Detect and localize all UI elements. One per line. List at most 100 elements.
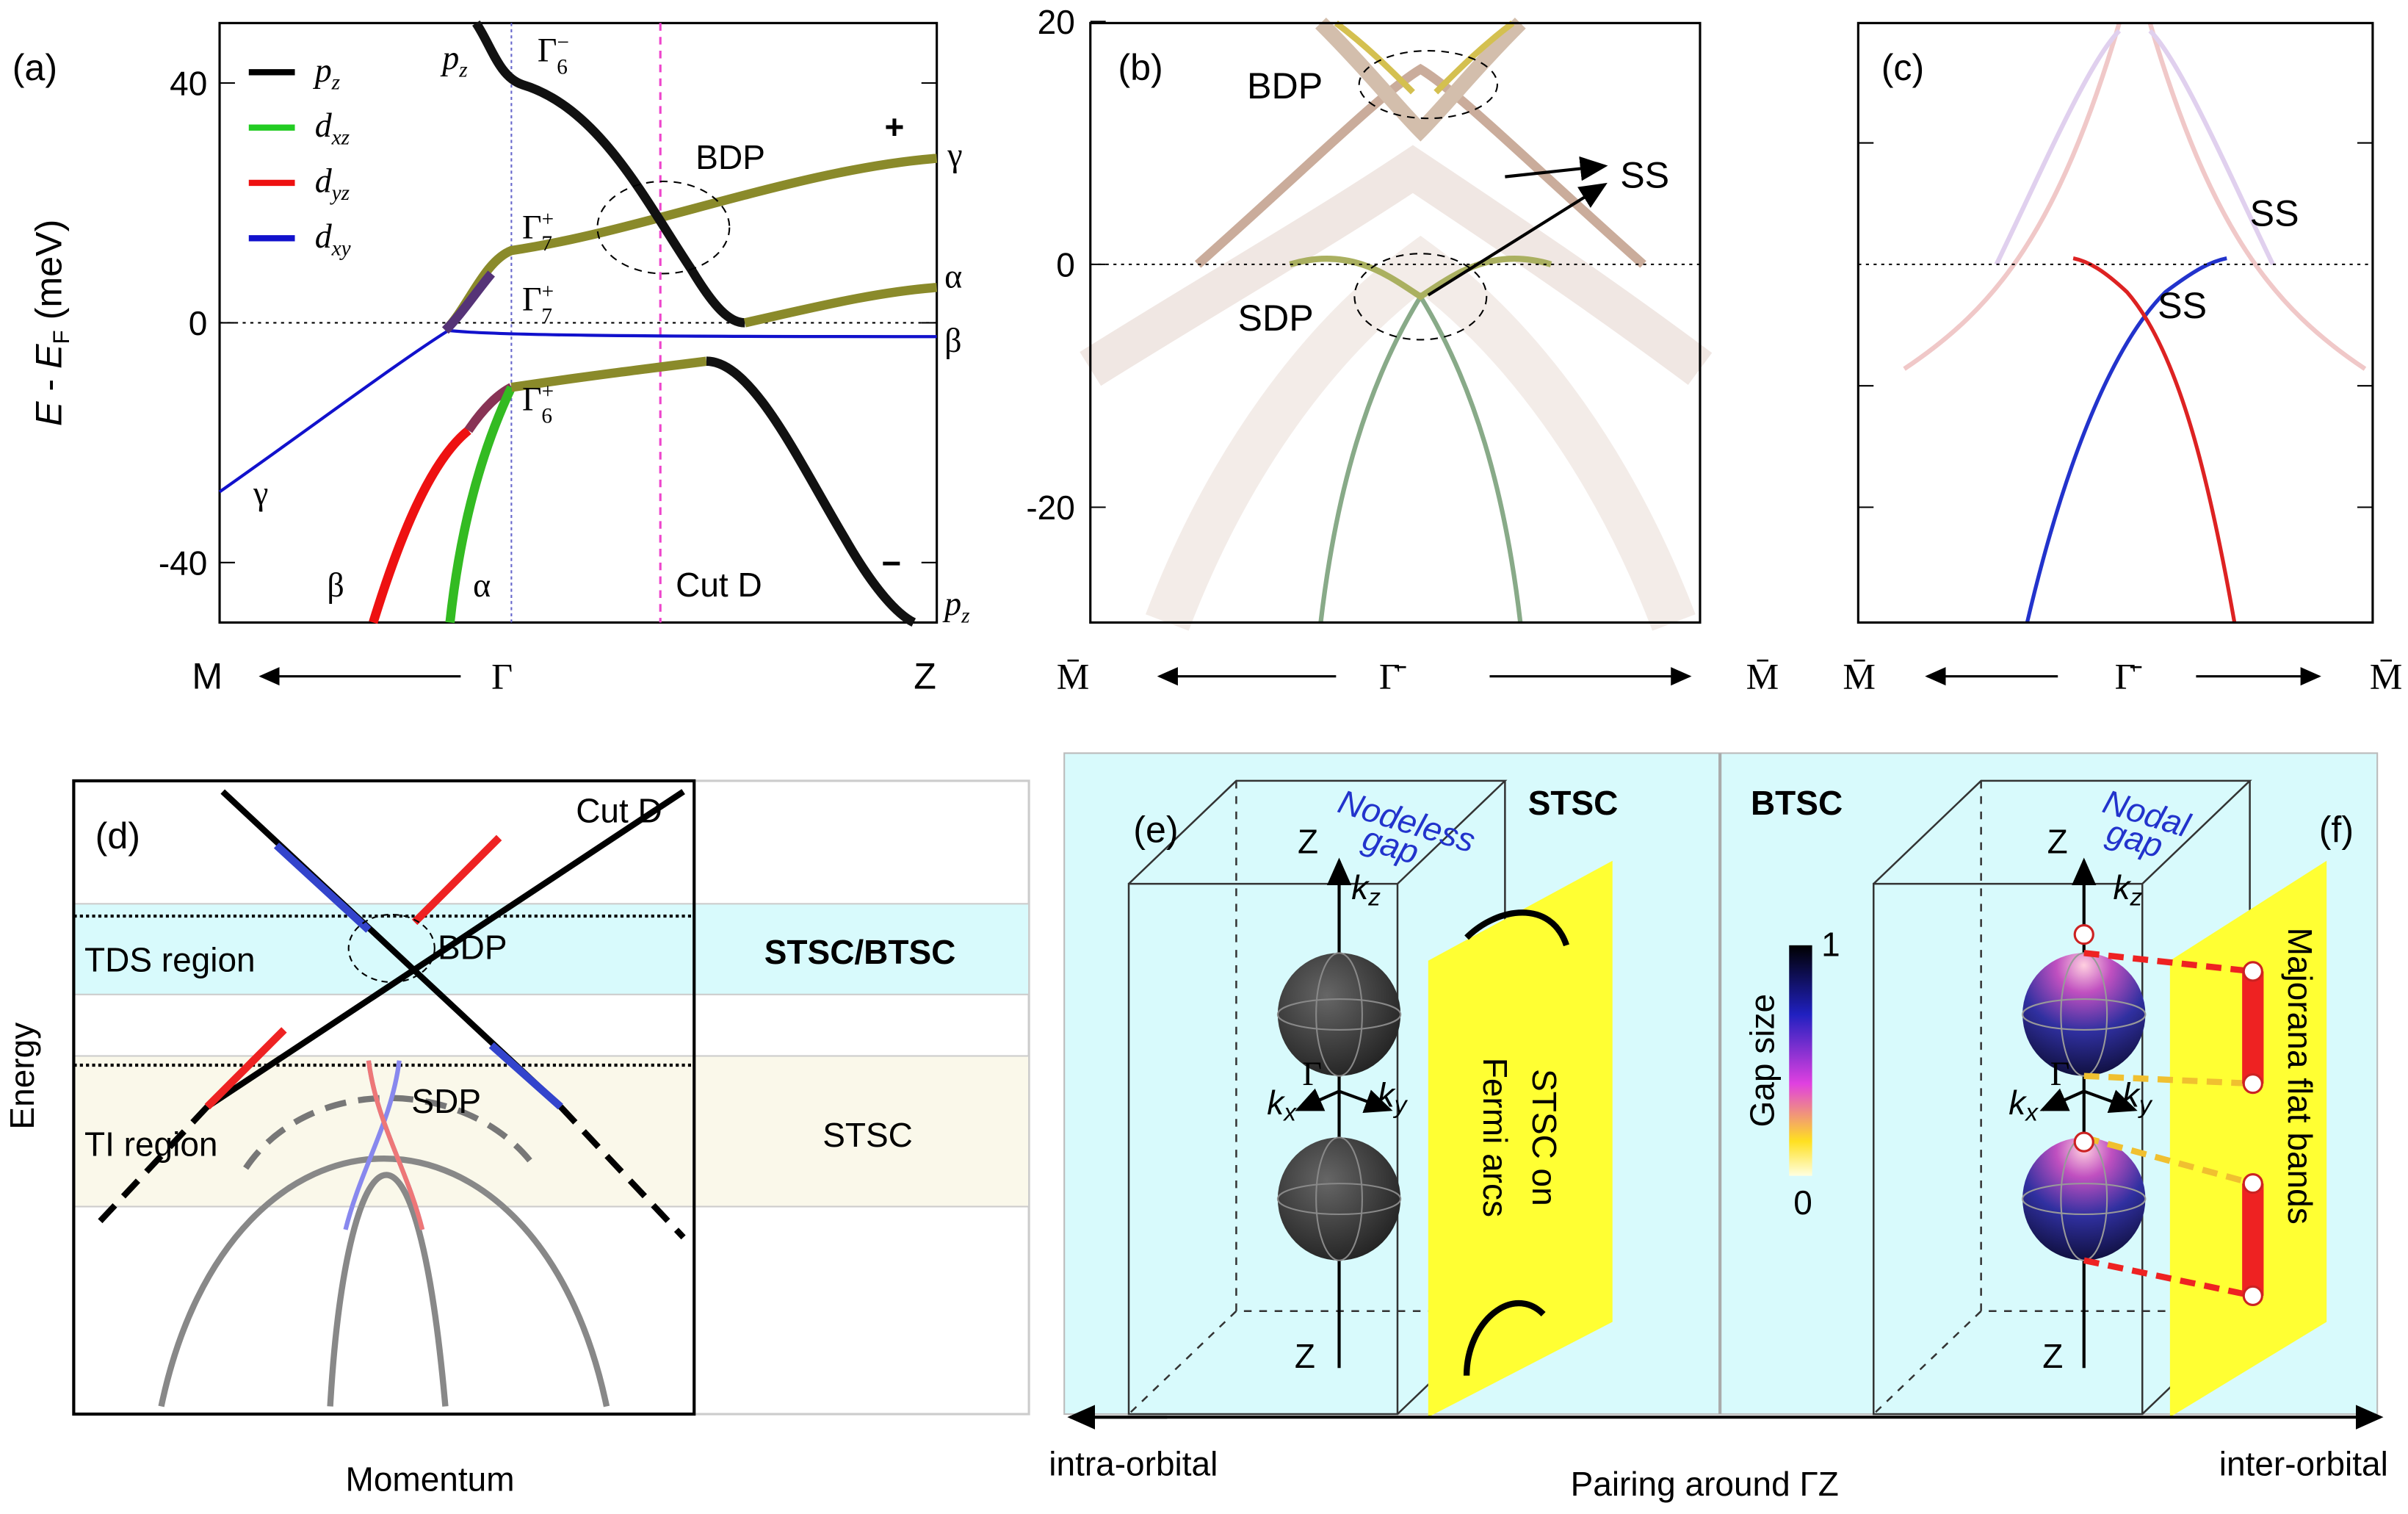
kx-axis <box>1295 1088 1340 1111</box>
sdp-label: SDP <box>1238 298 1314 339</box>
panel-b: (b) BDP SS SDP M̄ Γ̄ M̄ 20 0 -20 <box>1026 3 1779 696</box>
band-label: γ <box>947 136 962 173</box>
ky-axis <box>1338 1089 1393 1113</box>
legend-sub: xy <box>331 237 351 260</box>
cut-label: Cut D <box>576 791 662 829</box>
orbital-red <box>411 834 502 926</box>
stsc-title: STSC <box>1528 784 1619 822</box>
bdp-label: BDP <box>1247 65 1323 107</box>
dashed-band <box>243 1095 532 1170</box>
fermi-arc <box>1463 1300 1546 1376</box>
fermi-arc-label: STSC onFermi arcs <box>1476 1058 1563 1217</box>
band-lower-pz <box>706 356 916 627</box>
cut-label: Cut D <box>676 566 762 604</box>
band-label: α <box>473 566 491 604</box>
fermi-sphere <box>1277 953 1401 1076</box>
region-label: TI region <box>84 1125 217 1163</box>
sdp-label: SDP <box>411 1082 481 1120</box>
axis-label: Z <box>1295 1337 1315 1375</box>
ss-label: SS <box>2250 193 2299 234</box>
spectral-bands <box>1080 17 1713 631</box>
dirac-cone <box>1289 256 1552 300</box>
cone-dashed <box>90 1104 210 1232</box>
x-label: M̄ <box>1843 655 1876 696</box>
legend-sub: xz <box>331 126 350 150</box>
projection-lines <box>2083 950 2254 1299</box>
surface-plane <box>1428 860 1613 1418</box>
band-dxz <box>445 385 516 624</box>
legend-sub: z <box>331 71 340 94</box>
legend: pz dxz dyz d xy <box>248 51 351 260</box>
band-upper-mix <box>441 270 496 334</box>
bdp-ring <box>347 913 435 984</box>
ky-axis <box>2083 1089 2138 1113</box>
ss-red <box>2072 256 2237 623</box>
x-axis-label: Momentum <box>346 1460 515 1499</box>
band-alpha <box>743 283 938 328</box>
pairing-label: Pairing around ΓZ <box>1571 1465 1839 1503</box>
axis-label: kz <box>1351 868 1381 911</box>
x-label: M̄ <box>1746 655 1779 696</box>
intra-label: intra-orbital <box>1049 1445 1218 1483</box>
legend-label: dyz <box>315 162 350 205</box>
gamma-label: Γ+ 6 <box>522 380 554 428</box>
colorbar-title: Gap size <box>1743 994 1781 1128</box>
axis-label: ky <box>1378 1076 1409 1119</box>
panel-label: (e) <box>1133 810 1178 851</box>
band-pz <box>472 20 745 328</box>
inter-label: inter-orbital <box>2219 1445 2388 1483</box>
panel-ef: 1 0 Gap size (e) (f) STSC BTSC Nodelessg… <box>1049 752 2388 1503</box>
sphere-grid <box>1276 952 1402 1261</box>
band-label: γ <box>253 474 268 511</box>
bdp-label: BDP <box>438 929 507 967</box>
ss-label: SS <box>1620 154 1669 195</box>
majorana-label: Majorana flat bands <box>2281 928 2319 1225</box>
colorbar-max: 1 <box>1821 925 1840 963</box>
y-axis: 20 0 -20 <box>1026 3 1106 527</box>
axis-label: kx <box>2009 1084 2039 1126</box>
panel-c: (c) SS SS M̄ Γ̄ M̄ <box>1843 21 2402 696</box>
axes-frame <box>1856 21 2374 624</box>
y-tick-label: 0 <box>1056 246 1075 284</box>
panel-label: (f) <box>2319 810 2354 851</box>
ticks <box>1858 142 2373 508</box>
gamma-label: Γ+ 7 <box>522 280 554 328</box>
colorbar <box>1789 945 1812 1176</box>
legend-sub: yz <box>330 181 350 205</box>
faint-band <box>1903 22 2367 371</box>
axis-label: kx <box>1267 1084 1297 1126</box>
plus-sign: + <box>885 107 905 145</box>
y-axis-label: Energy <box>3 1023 41 1130</box>
axes-frame <box>1089 21 1702 624</box>
arrow <box>1505 156 1608 181</box>
panel-label: (a) <box>12 47 57 88</box>
x-label: Γ̄ <box>1379 655 1406 696</box>
band-label: β <box>327 566 344 604</box>
y-tick-label: 20 <box>1038 3 1075 41</box>
fermi-sphere <box>1277 1137 1401 1261</box>
phase-label: STSC/BTSC <box>764 933 956 971</box>
bulk-band <box>327 1172 449 1407</box>
band-label: pz <box>942 585 969 627</box>
faint-band <box>1994 29 2275 266</box>
x-label: M̄ <box>1057 655 1090 696</box>
minus-sign: − <box>881 544 901 583</box>
y-axis-label: E - EF (meV) <box>29 220 74 426</box>
axis-label: kz <box>2113 868 2142 911</box>
btsc-title: BTSC <box>1751 784 1843 822</box>
colorbar-min: 0 <box>1793 1183 1812 1222</box>
axis-label: Γ <box>2050 1055 2070 1092</box>
legend-label: dxz <box>315 107 350 149</box>
bdp-ring <box>1358 50 1498 120</box>
gamma-label: Γ− 6 <box>538 31 569 79</box>
band-dxy <box>218 328 937 494</box>
y-tick-label: -40 <box>159 544 207 583</box>
fermi-arc <box>1464 909 1569 947</box>
legend-base: d <box>315 107 333 144</box>
legend-base: p <box>313 51 332 89</box>
flat-band <box>2242 971 2264 1084</box>
ss-label: SS <box>2158 285 2207 326</box>
axis-label: Z <box>2042 1337 2063 1375</box>
